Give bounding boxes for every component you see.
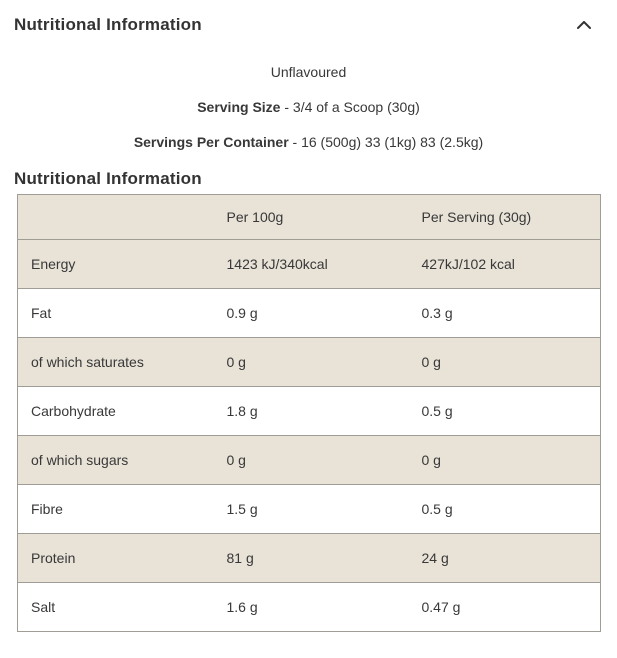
accordion-header-nutritional-information[interactable]: Nutritional Information bbox=[0, 0, 617, 42]
servings-per-container-label: Servings Per Container bbox=[133, 134, 289, 150]
table-row-energy: Energy 1423 kJ/340kcal 427kJ/102 kcal bbox=[17, 239, 601, 289]
row-per-100g: 0.9 g bbox=[226, 305, 258, 321]
row-per-serving: 0 g bbox=[421, 354, 441, 370]
table-header-row: Per 100g Per Serving (30g) bbox=[17, 194, 601, 240]
row-per-100g: 1.6 g bbox=[226, 599, 258, 615]
serving-info: Unflavoured Serving Size - 3/4 of a Scoo… bbox=[0, 42, 617, 150]
row-per-serving: 0.5 g bbox=[421, 403, 453, 419]
row-label: of which sugars bbox=[31, 452, 129, 468]
column-header-empty bbox=[18, 195, 214, 240]
column-header-per-100g: Per 100g bbox=[226, 209, 284, 225]
table-row-fibre: Fibre 1.5 g 0.5 g bbox=[17, 484, 601, 534]
row-per-100g: 1.8 g bbox=[226, 403, 258, 419]
table-title: Nutritional Information bbox=[14, 169, 202, 188]
row-label: Salt bbox=[31, 599, 56, 615]
row-per-serving: 0.5 g bbox=[421, 501, 453, 517]
row-label: Energy bbox=[31, 256, 76, 272]
table-row-sugars: of which sugars 0 g 0 g bbox=[17, 435, 601, 485]
serving-size-label: Serving Size bbox=[197, 99, 281, 115]
row-per-100g: 1.5 g bbox=[226, 501, 258, 517]
accordion-title: Nutritional Information bbox=[14, 15, 202, 34]
row-per-serving: 24 g bbox=[421, 550, 449, 566]
chevron-up-icon[interactable] bbox=[577, 21, 591, 29]
row-label: of which saturates bbox=[31, 354, 144, 370]
row-per-100g: 0 g bbox=[226, 452, 246, 468]
column-header-per-serving: Per Serving (30g) bbox=[421, 209, 532, 225]
row-per-serving: 0.47 g bbox=[421, 599, 461, 615]
row-label: Fibre bbox=[31, 501, 63, 517]
row-per-serving: 0.3 g bbox=[421, 305, 453, 321]
row-per-100g: 0 g bbox=[226, 354, 246, 370]
servings-per-container-value: - 16 (500g) 33 (1kg) 83 (2.5kg) bbox=[288, 134, 484, 150]
serving-size-line: Serving Size - 3/4 of a Scoop (30g) bbox=[0, 99, 617, 115]
table-row-carbohydrate: Carbohydrate 1.8 g 0.5 g bbox=[17, 386, 601, 436]
row-label: Carbohydrate bbox=[31, 403, 116, 419]
servings-per-container-line: Servings Per Container - 16 (500g) 33 (1… bbox=[0, 134, 617, 150]
row-per-100g: 81 g bbox=[226, 550, 254, 566]
table-row-protein: Protein 81 g 24 g bbox=[17, 533, 601, 583]
row-per-100g: 1423 kJ/340kcal bbox=[226, 256, 328, 272]
row-per-serving: 427kJ/102 kcal bbox=[421, 256, 515, 272]
flavour-name: Unflavoured bbox=[270, 64, 347, 80]
row-label: Fat bbox=[31, 305, 52, 321]
table-row-salt: Salt 1.6 g 0.47 g bbox=[17, 582, 601, 632]
row-per-serving: 0 g bbox=[421, 452, 441, 468]
nutrition-table: Per 100g Per Serving (30g) Energy 1423 k… bbox=[17, 194, 601, 632]
table-row-fat: Fat 0.9 g 0.3 g bbox=[17, 288, 601, 338]
table-row-saturates: of which saturates 0 g 0 g bbox=[17, 337, 601, 387]
row-label: Protein bbox=[31, 550, 76, 566]
serving-size-value: - 3/4 of a Scoop (30g) bbox=[280, 99, 420, 115]
